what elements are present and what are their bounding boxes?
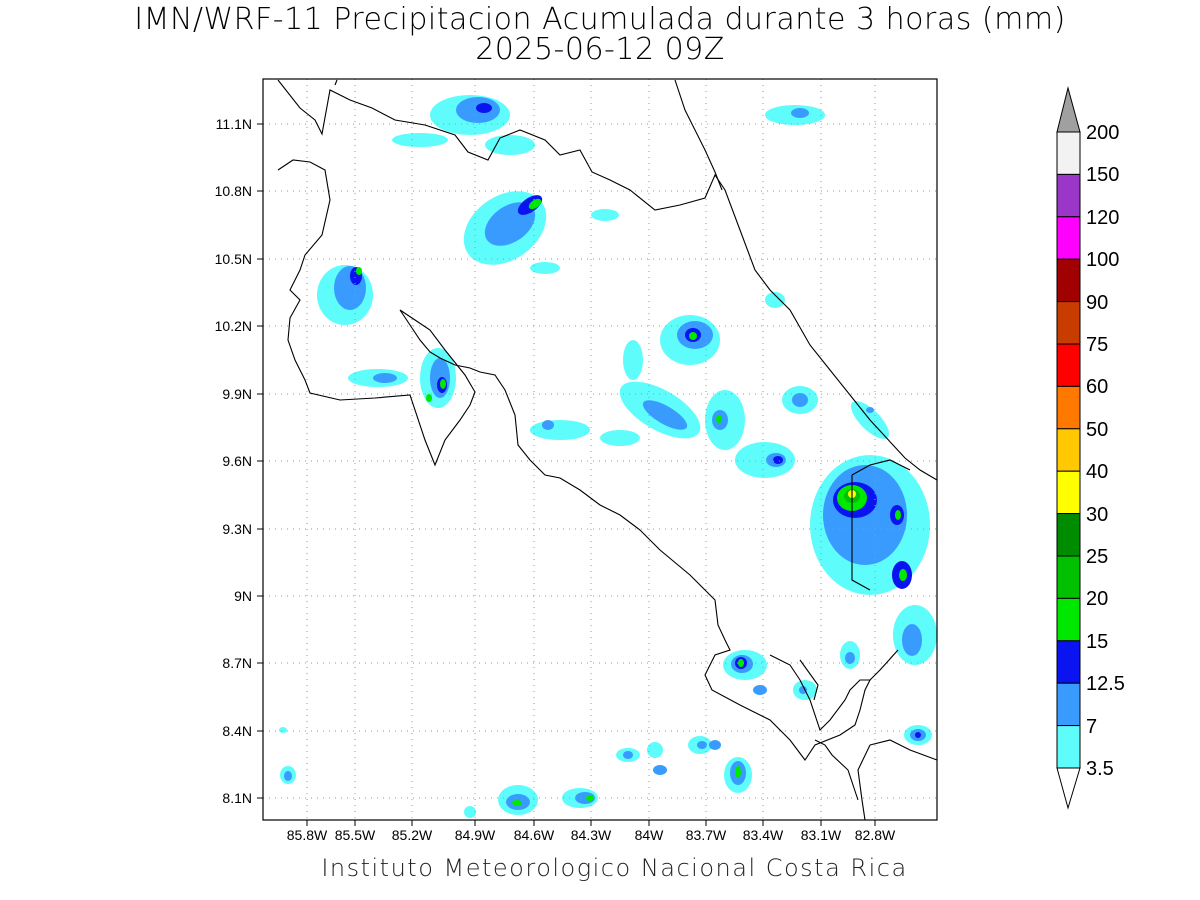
axis-ticks <box>257 123 876 826</box>
coastline-borders <box>277 79 938 821</box>
map-subtitle: 2025-06-12 09Z <box>475 32 725 67</box>
colorbar-labels: 200 150 120 100 90 75 60 50 40 30 25 20 … <box>1086 122 1125 780</box>
lon-label: 84.9W <box>455 827 496 843</box>
swatch-7-12.5 <box>1056 682 1081 727</box>
footer-credit: Instituto Meteorologico Nacional Costa R… <box>321 854 908 882</box>
colorbar-label: 7 <box>1086 716 1097 738</box>
colorbar-top-arrow <box>1056 86 1081 133</box>
lon-label: 84W <box>635 827 665 843</box>
swatch-3.5-7 <box>1056 725 1081 769</box>
colorbar-label: 100 <box>1086 249 1119 271</box>
lon-label: 85.5W <box>335 827 376 843</box>
swatch-30-40 <box>1056 470 1081 515</box>
colorbar-label: 150 <box>1086 164 1119 186</box>
map-title: IMN/WRF-11 Precipitacion Acumulada duran… <box>134 2 1066 37</box>
lon-label: 83.7W <box>686 827 727 843</box>
lat-label: 9N <box>234 588 252 604</box>
colorbar: 200 150 120 100 90 75 60 50 40 30 25 20 … <box>1056 86 1125 810</box>
colorbar-label: 30 <box>1086 504 1108 526</box>
colorbar-label: 90 <box>1086 292 1108 314</box>
colorbar-label: 50 <box>1086 419 1108 441</box>
colorbar-label: 3.5 <box>1086 758 1114 780</box>
lat-label: 9.3N <box>222 521 252 537</box>
lon-label: 84.6W <box>514 827 555 843</box>
colorbar-label: 75 <box>1086 334 1108 356</box>
precipitation-field <box>279 95 937 818</box>
lat-label: 10.8N <box>215 183 252 199</box>
lat-label: 8.7N <box>222 655 252 671</box>
swatch-120-150 <box>1056 173 1081 218</box>
lat-label: 10.2N <box>215 318 252 334</box>
lon-label: 85.8W <box>287 827 328 843</box>
colorbar-label: 200 <box>1086 122 1119 144</box>
longitude-labels: 85.8W 85.5W 85.2W 84.9W 84.6W 84.3W 84W … <box>287 827 896 843</box>
swatch-12.5-15 <box>1056 640 1081 684</box>
lon-label: 85.2W <box>392 827 433 843</box>
colorbar-label: 120 <box>1086 207 1119 229</box>
lat-label: 11.1N <box>216 116 252 132</box>
lat-label: 8.4N <box>222 723 252 739</box>
lat-label: 8.1N <box>222 790 252 806</box>
swatch-75-90 <box>1056 301 1081 345</box>
colorbar-label: 20 <box>1086 588 1108 610</box>
colorbar-label: 25 <box>1086 546 1108 568</box>
swatch-50-60 <box>1056 385 1081 430</box>
colorbar-label: 60 <box>1086 376 1108 398</box>
lon-label: 82.8W <box>855 827 896 843</box>
map-frame <box>262 78 938 821</box>
swatch-100-120 <box>1056 216 1081 260</box>
swatch-25-30 <box>1056 513 1081 557</box>
lon-label: 83.4W <box>743 827 784 843</box>
lat-label: 9.9N <box>222 386 252 402</box>
colorbar-swatches <box>1056 131 1081 769</box>
lat-label: 10.5N <box>215 251 252 267</box>
lon-label: 83.1W <box>801 827 842 843</box>
colorbar-label: 12.5 <box>1086 673 1125 695</box>
colorbar-label: 40 <box>1086 461 1108 483</box>
lon-label: 84.3W <box>571 827 612 843</box>
colorbar-bottom-arrow <box>1056 767 1081 810</box>
swatch-40-50 <box>1056 428 1081 472</box>
latitude-labels: 11.1N 10.8N 10.5N 10.2N 9.9N 9.6N 9.3N 9… <box>215 116 252 806</box>
swatch-90-100 <box>1056 258 1081 303</box>
graticule <box>263 79 937 820</box>
swatch-60-75 <box>1056 343 1081 387</box>
swatch-150-200 <box>1056 131 1081 175</box>
colorbar-label: 15 <box>1086 631 1108 653</box>
lat-label: 9.6N <box>222 453 252 469</box>
swatch-20-25 <box>1056 555 1081 599</box>
swatch-15-20 <box>1056 597 1081 642</box>
